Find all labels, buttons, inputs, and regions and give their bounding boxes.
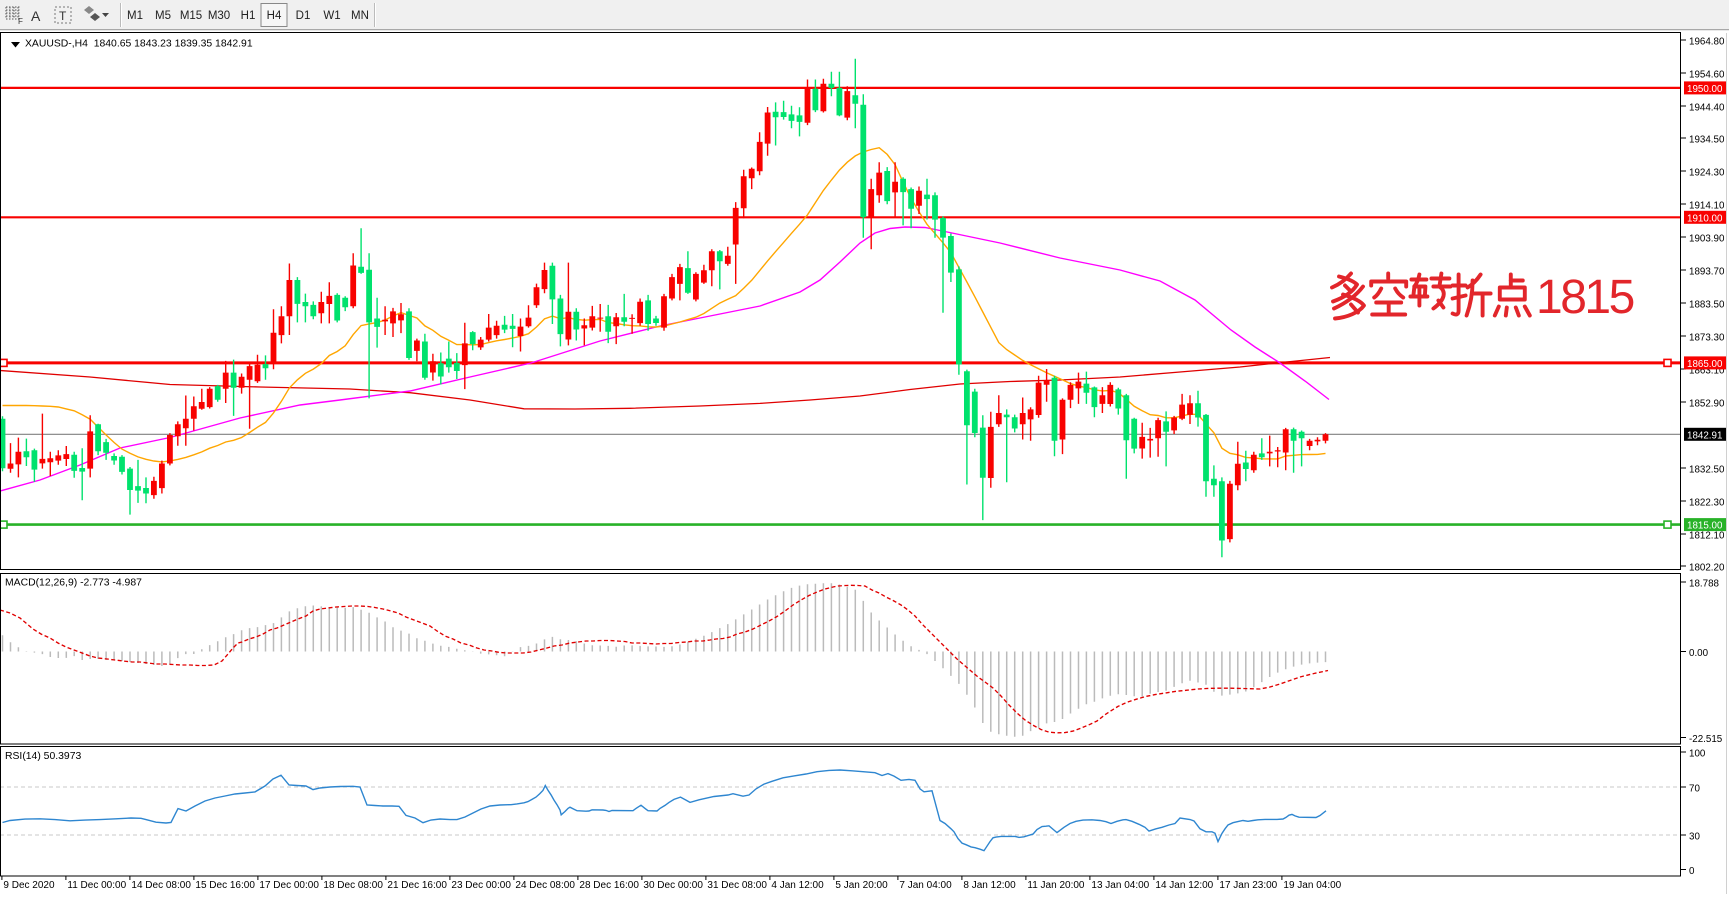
svg-text:XAUUSD-,H4 1840.65 1843.23 18: XAUUSD-,H4 1840.65 1843.23 1839.35 1842.…: [25, 39, 253, 50]
svg-text:30 Dec 00:00: 30 Dec 00:00: [643, 880, 703, 891]
svg-text:1852.90: 1852.90: [1689, 399, 1725, 410]
svg-text:5 Jan 20:00: 5 Jan 20:00: [835, 880, 888, 891]
svg-text:RSI(14) 50.3973: RSI(14) 50.3973: [5, 751, 81, 762]
svg-text:D1: D1: [296, 10, 311, 22]
svg-text:28 Dec 16:00: 28 Dec 16:00: [579, 880, 639, 891]
svg-text:1812.10: 1812.10: [1689, 531, 1725, 542]
svg-text:F: F: [18, 17, 23, 26]
svg-text:MN: MN: [351, 10, 369, 22]
svg-text:0: 0: [1689, 866, 1695, 877]
svg-text:1893.70: 1893.70: [1689, 267, 1725, 278]
svg-text:1934.50: 1934.50: [1689, 135, 1725, 146]
svg-text:W1: W1: [323, 10, 340, 22]
svg-text:13 Jan 04:00: 13 Jan 04:00: [1091, 880, 1149, 891]
svg-text:A: A: [31, 8, 41, 24]
svg-text:1883.50: 1883.50: [1689, 300, 1725, 311]
svg-text:MACD(12,26,9) -2.773 -4.987: MACD(12,26,9) -2.773 -4.987: [5, 578, 142, 589]
svg-text:17 Jan 23:00: 17 Jan 23:00: [1219, 880, 1277, 891]
svg-text:1832.50: 1832.50: [1689, 465, 1725, 476]
svg-text:4 Jan 12:00: 4 Jan 12:00: [771, 880, 824, 891]
svg-text:1873.30: 1873.30: [1689, 333, 1725, 344]
svg-text:1924.30: 1924.30: [1689, 168, 1725, 179]
svg-text:-22.515: -22.515: [1689, 734, 1723, 745]
svg-text:T: T: [59, 9, 67, 23]
svg-text:1944.40: 1944.40: [1689, 103, 1725, 114]
svg-text:1815: 1815: [1536, 271, 1634, 324]
svg-text:1802.20: 1802.20: [1689, 563, 1725, 574]
svg-text:0.00: 0.00: [1689, 648, 1709, 659]
svg-text:18.788: 18.788: [1689, 579, 1720, 590]
svg-text:9 Dec 2020: 9 Dec 2020: [3, 880, 55, 891]
svg-text:19 Jan 04:00: 19 Jan 04:00: [1283, 880, 1341, 891]
svg-text:1865.00: 1865.00: [1687, 359, 1723, 370]
svg-text:M5: M5: [155, 10, 171, 22]
svg-text:14 Jan 12:00: 14 Jan 12:00: [1155, 880, 1213, 891]
svg-text:M30: M30: [208, 10, 230, 22]
svg-text:14 Dec 08:00: 14 Dec 08:00: [131, 880, 191, 891]
svg-text:21 Dec 16:00: 21 Dec 16:00: [387, 880, 447, 891]
svg-text:11 Dec 00:00: 11 Dec 00:00: [67, 880, 126, 891]
svg-text:100: 100: [1689, 749, 1706, 760]
svg-text:17 Dec 00:00: 17 Dec 00:00: [259, 880, 319, 891]
svg-text:8 Jan 12:00: 8 Jan 12:00: [963, 880, 1016, 891]
svg-text:1910.00: 1910.00: [1687, 213, 1723, 224]
svg-text:7 Jan 04:00: 7 Jan 04:00: [899, 880, 952, 891]
svg-text:1822.30: 1822.30: [1689, 498, 1725, 509]
svg-text:23 Dec 00:00: 23 Dec 00:00: [451, 880, 511, 891]
svg-text:H1: H1: [241, 10, 256, 22]
svg-text:30: 30: [1689, 832, 1700, 843]
svg-text:1964.80: 1964.80: [1689, 37, 1725, 48]
svg-text:1914.10: 1914.10: [1689, 201, 1725, 212]
svg-text:70: 70: [1689, 784, 1700, 795]
svg-text:1954.60: 1954.60: [1689, 70, 1725, 81]
svg-text:H4: H4: [267, 10, 282, 22]
svg-text:31 Dec 08:00: 31 Dec 08:00: [707, 880, 767, 891]
svg-text:15 Dec 16:00: 15 Dec 16:00: [195, 880, 255, 891]
svg-text:1950.00: 1950.00: [1687, 84, 1723, 95]
svg-text:24 Dec 08:00: 24 Dec 08:00: [515, 880, 575, 891]
svg-text:1815.00: 1815.00: [1687, 521, 1723, 532]
svg-text:11 Jan 20:00: 11 Jan 20:00: [1027, 880, 1085, 891]
svg-text:1842.91: 1842.91: [1687, 430, 1722, 441]
svg-text:1903.90: 1903.90: [1689, 234, 1725, 245]
svg-text:18 Dec 08:00: 18 Dec 08:00: [323, 880, 383, 891]
svg-text:1863.10: 1863.10: [1689, 366, 1725, 377]
svg-text:M15: M15: [180, 10, 202, 22]
svg-text:M1: M1: [127, 10, 143, 22]
